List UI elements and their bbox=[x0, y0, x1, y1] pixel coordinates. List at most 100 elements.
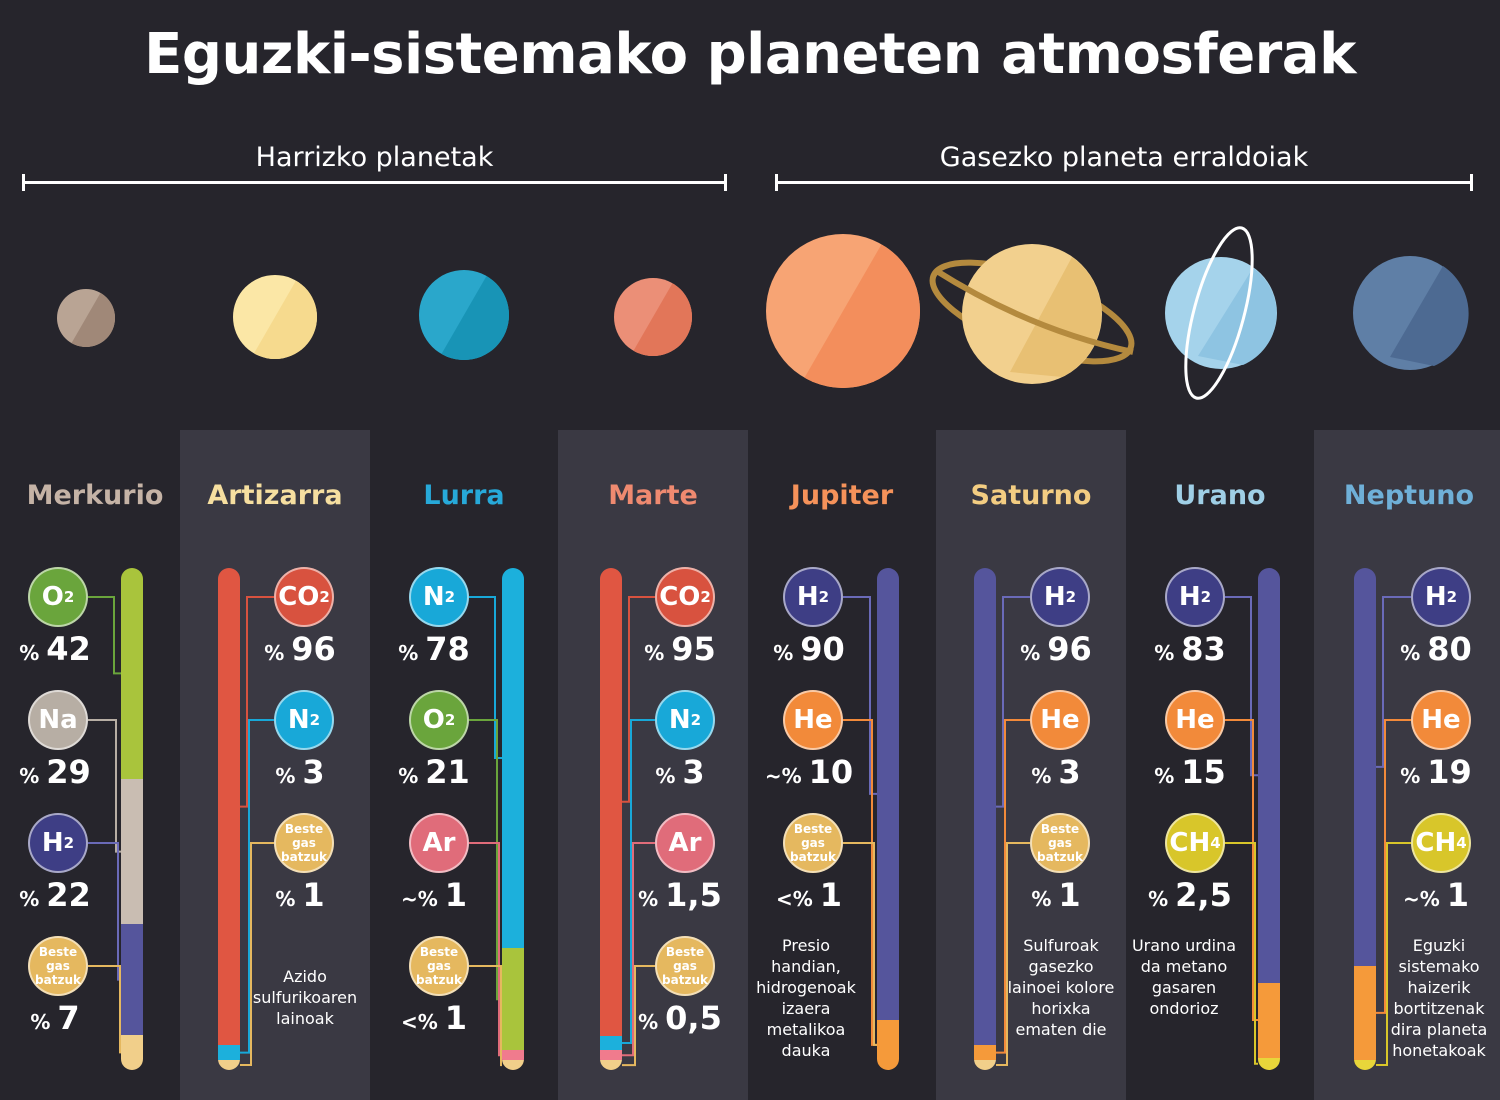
bar-segment bbox=[877, 1019, 899, 1070]
gas-percentage: % 96 bbox=[264, 630, 336, 668]
gas-chip-other: Beste gas batzuk bbox=[409, 936, 469, 996]
column-band bbox=[180, 430, 370, 1100]
gas-percentage: % 22 bbox=[19, 876, 91, 914]
composition-bar bbox=[877, 568, 899, 1070]
bar-segment bbox=[1354, 568, 1376, 966]
gas-percentage: % 83 bbox=[1154, 630, 1226, 668]
planet-name: Artizarra bbox=[207, 480, 343, 511]
gas-chip-other: Beste gas batzuk bbox=[783, 813, 843, 873]
composition-bar bbox=[600, 568, 622, 1070]
connector-line bbox=[469, 965, 502, 1067]
column-band bbox=[936, 430, 1126, 1100]
gas-percentage: % 96 bbox=[1020, 630, 1092, 668]
connector-line bbox=[240, 596, 274, 808]
gas-percentage: <% 1 bbox=[775, 876, 843, 914]
connector-line bbox=[622, 719, 655, 1045]
group-label-rocky: Harrizko planetak bbox=[255, 142, 494, 173]
composition-bar bbox=[218, 568, 240, 1070]
planet-name: Merkurio bbox=[26, 480, 164, 511]
gas-percentage: % 29 bbox=[19, 753, 91, 791]
connector-line bbox=[622, 596, 655, 803]
planet-name: Lurra bbox=[423, 480, 505, 511]
bar-segment bbox=[974, 568, 996, 1046]
bar-segment bbox=[1258, 568, 1280, 983]
gas-percentage: % 95 bbox=[644, 630, 716, 668]
planet-name: Neptuno bbox=[1343, 480, 1475, 511]
gas-chip-co2: CO 2 bbox=[274, 567, 334, 627]
bar-segment bbox=[1354, 1060, 1376, 1070]
connector-line bbox=[622, 842, 655, 1057]
connector-line bbox=[1376, 719, 1411, 1014]
gas-percentage: % 15 bbox=[1154, 753, 1226, 791]
gas-percentage: ~% 1 bbox=[1402, 876, 1470, 914]
gas-chip-ar: Ar bbox=[655, 813, 715, 873]
planet-note: Urano urdina da metano gasaren ondorioz bbox=[1131, 936, 1237, 1018]
gas-percentage: % 19 bbox=[1400, 753, 1472, 791]
gas-percentage: ~% 10 bbox=[764, 753, 854, 791]
earth-icon bbox=[419, 270, 509, 360]
connector-line bbox=[1225, 842, 1258, 1065]
gas-chip-he: He bbox=[1165, 690, 1225, 750]
connector-line bbox=[240, 842, 274, 1067]
bar-segment bbox=[121, 924, 143, 1035]
gas-percentage: % 21 bbox=[398, 753, 470, 791]
planet-note: Azido sulfurikoaren lainoak bbox=[252, 967, 358, 1028]
gas-percentage: % 42 bbox=[19, 630, 91, 668]
bar-segment bbox=[121, 1034, 143, 1070]
bar-segment bbox=[1258, 1057, 1280, 1070]
gas-chip-na: Na bbox=[28, 690, 88, 750]
bar-segment bbox=[502, 948, 524, 1051]
bar-segment bbox=[1354, 965, 1376, 1061]
composition-bar bbox=[502, 568, 524, 1070]
connector-line bbox=[843, 719, 877, 1046]
connector-line bbox=[843, 596, 877, 795]
gas-chip-other: Beste gas batzuk bbox=[28, 936, 88, 996]
connector-line bbox=[1225, 719, 1258, 1022]
gas-percentage: % 78 bbox=[398, 630, 470, 668]
jupiter-icon bbox=[766, 234, 920, 388]
mercury-icon bbox=[57, 289, 115, 347]
connector-line bbox=[88, 965, 121, 1054]
gas-percentage: % 0,5 bbox=[638, 999, 722, 1037]
composition-bar bbox=[121, 568, 143, 1070]
gas-chip-other: Beste gas batzuk bbox=[655, 936, 715, 996]
connector-line bbox=[622, 965, 655, 1067]
group-label-gas: Gasezko planeta erraldoiak bbox=[939, 142, 1309, 173]
connector-line bbox=[88, 842, 121, 981]
mars-icon bbox=[614, 278, 692, 356]
gas-percentage: % 1 bbox=[275, 876, 325, 914]
connector-line bbox=[1225, 596, 1258, 777]
planet-name: Urano bbox=[1174, 480, 1266, 511]
bar-segment bbox=[600, 1050, 622, 1061]
bar-segment bbox=[600, 1035, 622, 1051]
gas-chip-ch4: CH 4 bbox=[1165, 813, 1225, 873]
gas-percentage: % 3 bbox=[275, 753, 325, 791]
column-band bbox=[1314, 430, 1500, 1100]
connector-line bbox=[1376, 596, 1411, 768]
connector-line bbox=[996, 719, 1030, 1054]
bar-segment bbox=[218, 1045, 240, 1061]
connector-line bbox=[469, 719, 502, 1001]
bar-segment bbox=[877, 568, 899, 1020]
gas-percentage: % 3 bbox=[1031, 753, 1081, 791]
composition-bar bbox=[1258, 568, 1280, 1070]
bar-segment bbox=[974, 1060, 996, 1070]
bar-segment bbox=[600, 1060, 622, 1070]
gas-chip-other: Beste gas batzuk bbox=[1030, 813, 1090, 873]
planet-name: Saturno bbox=[970, 480, 1092, 511]
connector-line bbox=[469, 596, 502, 760]
planet-note: Sulfuroak gasezko lainoei kolore horixka… bbox=[1007, 936, 1115, 1039]
bar-segment bbox=[121, 568, 143, 779]
planet-name: Jupiter bbox=[790, 480, 894, 511]
gas-percentage: % 2,5 bbox=[1148, 876, 1232, 914]
bar-segment bbox=[121, 778, 143, 925]
